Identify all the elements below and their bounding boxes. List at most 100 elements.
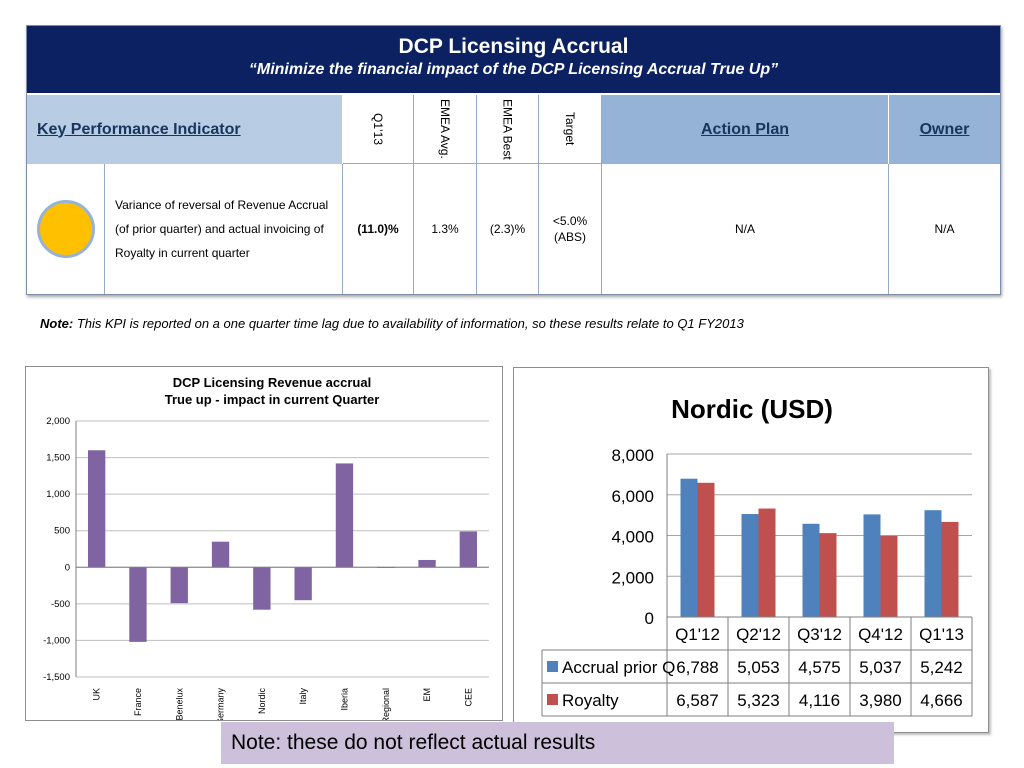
status-indicator-circle — [36, 200, 95, 258]
chart2-data-label: 5,242 — [920, 658, 963, 677]
chart2-data-label: 4,666 — [920, 691, 963, 710]
chart2-bar-royalty — [880, 535, 898, 617]
chart1-y-tick-label: 2,000 — [46, 416, 70, 427]
chart2-x-tick-label: Q4'12 — [858, 625, 903, 644]
chart2-y-tick-label: 0 — [645, 609, 654, 628]
chart2-data-label: 4,116 — [799, 691, 840, 710]
chart1-x-tick-label: Germany — [216, 688, 226, 720]
revenue-accrual-chart: DCP Licensing Revenue accrual True up - … — [25, 366, 503, 725]
chart1-bar — [253, 567, 271, 610]
emea-avg-value: 1.3% — [414, 164, 477, 294]
revenue-accrual-chart-svg: DCP Licensing Revenue accrual True up - … — [43, 375, 489, 725]
target-value-line1: <5.0% — [552, 214, 588, 228]
chart2-bar-accrual — [802, 523, 820, 617]
chart2-y-tick-label: 4,000 — [611, 528, 654, 547]
chart2-data-label: 5,037 — [859, 658, 902, 677]
chart2-x-tick-label: Q1'12 — [675, 625, 720, 644]
chart2-data-label: 6,788 — [676, 658, 719, 677]
chart1-bar — [170, 567, 188, 604]
chart1-y-tick-label: -1,000 — [43, 635, 70, 646]
chart2-x-tick-label: Q1'13 — [919, 625, 964, 644]
chart2-bar-royalty — [941, 521, 959, 617]
chart1-bar — [87, 450, 106, 568]
disclaimer-banner: Note: these do not reflect actual result… — [221, 722, 894, 764]
column-header-q1: Q1’13 — [343, 95, 414, 164]
chart1-subtitle: True up - impact in current Quarter — [165, 392, 380, 407]
column-header-owner: Owner — [889, 95, 1000, 164]
chart2-data-label: 5,323 — [737, 691, 780, 710]
chart1-bar — [294, 567, 312, 601]
column-header-action-plan: Action Plan — [602, 95, 889, 164]
chart2-bar-accrual — [863, 514, 881, 617]
chart2-bar-accrual — [741, 514, 759, 617]
chart1-x-tick-label: Italy — [298, 688, 308, 705]
q1-value: (11.0)% — [343, 164, 414, 294]
chart2-data-label: 6,587 — [676, 691, 719, 710]
chart1-x-tick-label: Benelux — [174, 688, 184, 720]
chart1-bar — [459, 531, 478, 568]
chart1-x-tick-label: Iberia — [339, 688, 349, 711]
target-value-line2: (ABS) — [553, 230, 586, 244]
chart2-bar-royalty — [819, 533, 837, 617]
nordic-chart-svg: Nordic (USD) 8,000 6,000 4,000 2,000 0 Q1'12 Q… — [541, 394, 973, 717]
kpi-header-link[interactable]: Key Performance Indicator — [37, 120, 241, 138]
chart2-bar-royalty — [758, 508, 776, 617]
page-title: DCP Licensing Accrual — [398, 35, 629, 58]
chart1-y-tick-label: 1,500 — [46, 453, 70, 464]
column-header-target: Target — [539, 95, 602, 164]
chart1-bar — [129, 567, 147, 642]
emea-best-value: (2.3)% — [477, 164, 539, 294]
chart2-data-label: 3,980 — [859, 691, 902, 710]
column-header-row: Key Performance Indicator Q1’13 EMEA Avg… — [27, 95, 1000, 164]
chart1-title: DCP Licensing Revenue accrual — [173, 375, 371, 390]
chart2-x-tick-label: Q2'12 — [736, 625, 781, 644]
chart1-y-tick-label: -500 — [51, 599, 70, 610]
emea-avg-header-label: EMEA Avg. — [438, 99, 452, 159]
chart1-bar — [418, 559, 436, 568]
chart1-x-tick-label: Nordic — [257, 688, 267, 715]
status-cell — [27, 164, 105, 294]
kpi-note: Note: This KPI is reported on a one quar… — [40, 316, 744, 331]
emea-best-header-label: EMEA Best — [500, 98, 515, 160]
chart2-x-tick-label: Q3'12 — [797, 625, 842, 644]
q1-header-label: Q1’13 — [371, 112, 385, 146]
chart2-bar-accrual — [924, 510, 942, 617]
chart1-x-tick-label: UK — [92, 688, 102, 701]
column-header-emea-avg: EMEA Avg. — [414, 95, 477, 164]
owner-header-link[interactable]: Owner — [919, 120, 970, 138]
chart1-y-tick-label: 500 — [54, 526, 70, 537]
chart1-x-tick-label: CEE — [463, 688, 473, 707]
chart2-legend-key — [547, 661, 558, 672]
chart2-legend-label: Royalty — [562, 691, 619, 710]
kpi-description: Variance of reversal of Revenue Accrual … — [105, 164, 343, 294]
table-row: Variance of reversal of Revenue Accrual … — [27, 164, 1000, 294]
action-plan-value: N/A — [602, 164, 889, 294]
target-header-label: Target — [563, 112, 577, 146]
chart1-x-tick-label: EM — [422, 688, 432, 702]
chart2-legend-key — [547, 694, 558, 705]
chart2-y-tick-label: 8,000 — [611, 446, 654, 465]
chart2-y-tick-label: 6,000 — [611, 487, 654, 506]
chart2-bar-accrual — [680, 478, 698, 617]
chart1-x-tick-label: France — [133, 688, 143, 716]
page-subtitle: “Minimize the financial impact of the DC… — [248, 61, 779, 78]
table-header: DCP Licensing Accrual “Minimize the fina… — [27, 26, 1000, 95]
target-value: <5.0% (ABS) — [539, 164, 602, 294]
kpi-table: DCP Licensing Accrual “Minimize the fina… — [26, 25, 1001, 295]
chart2-data-label: 5,053 — [737, 658, 780, 677]
chart2-data-label: 4,575 — [798, 658, 841, 677]
chart2-legend-label: Accrual prior Q — [562, 658, 675, 677]
note-label: Note: — [40, 316, 74, 331]
action-plan-header-link[interactable]: Action Plan — [700, 120, 789, 138]
chart1-y-tick-label: 1,000 — [46, 489, 70, 500]
column-header-kpi: Key Performance Indicator — [27, 95, 343, 164]
chart2-bar-royalty — [697, 482, 715, 617]
owner-value: N/A — [934, 222, 955, 236]
column-header-emea-best: EMEA Best — [477, 95, 539, 164]
note-text: This KPI is reported on a one quarter ti… — [73, 316, 744, 331]
chart2-title: Nordic (USD) — [671, 394, 833, 424]
chart1-x-tick-label: Regional — [381, 688, 391, 720]
chart1-bar — [211, 541, 230, 568]
chart1-bar — [335, 463, 354, 568]
chart1-y-tick-label: 0 — [65, 562, 70, 573]
